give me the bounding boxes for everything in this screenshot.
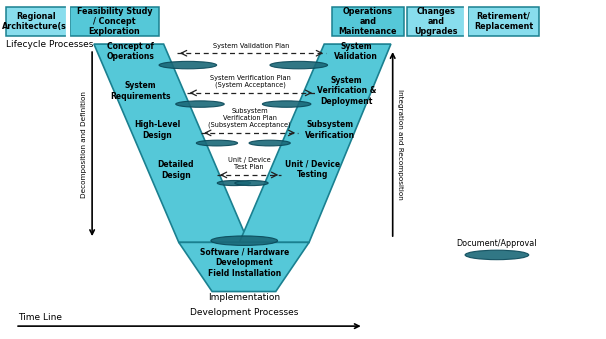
Text: System
Verification &
Deployment: System Verification & Deployment [317,76,376,106]
Polygon shape [179,242,309,292]
FancyBboxPatch shape [407,7,465,36]
Text: Subsystem
Verification: Subsystem Verification [305,120,355,140]
Text: Unit / Device
Test Plan: Unit / Device Test Plan [228,157,270,170]
Text: Integration and Recomposition: Integration and Recomposition [397,89,403,199]
Text: Lifecycle Processes: Lifecycle Processes [6,40,93,49]
Ellipse shape [176,101,224,107]
Text: Decomposition and Definition: Decomposition and Definition [81,91,87,198]
Text: Unit / Device
Testing: Unit / Device Testing [285,160,339,179]
Text: Time Line: Time Line [18,313,62,322]
Ellipse shape [211,236,278,245]
Text: Detailed
Design: Detailed Design [158,160,194,180]
FancyBboxPatch shape [70,7,159,36]
Ellipse shape [249,140,290,146]
Text: Feasibility Study
/ Concept
Exploration: Feasibility Study / Concept Exploration [77,7,152,36]
Text: System
Validation: System Validation [335,42,378,61]
Text: High-Level
Design: High-Level Design [135,120,181,140]
Text: Retirement/
Replacement: Retirement/ Replacement [474,12,533,31]
Ellipse shape [270,61,327,69]
Text: Implementation: Implementation [208,293,281,302]
Text: Changes
and
Upgrades: Changes and Upgrades [415,7,458,36]
Ellipse shape [465,250,528,260]
FancyBboxPatch shape [6,7,67,36]
Text: Document/Approval: Document/Approval [457,239,537,248]
Text: Regional
Architecture(s): Regional Architecture(s) [2,12,71,31]
Ellipse shape [235,180,268,186]
Ellipse shape [262,101,311,107]
Polygon shape [94,44,248,242]
Text: Development Processes: Development Processes [190,308,298,317]
Text: Concept of
Operations: Concept of Operations [106,42,155,61]
Text: Subsystem
Verification Plan
(Subsystem Acceptance): Subsystem Verification Plan (Subsystem A… [208,108,291,128]
Ellipse shape [196,140,238,146]
Ellipse shape [159,61,217,69]
Text: Software / Hardware
Development
Field Installation: Software / Hardware Development Field In… [199,248,289,278]
FancyBboxPatch shape [468,7,539,36]
FancyBboxPatch shape [332,7,404,36]
Ellipse shape [217,180,251,186]
Polygon shape [239,44,391,242]
Text: System Validation Plan: System Validation Plan [213,43,290,49]
Text: System Verification Plan
(System Acceptance): System Verification Plan (System Accepta… [210,75,291,88]
Text: Operations
and
Maintenance: Operations and Maintenance [339,7,397,36]
Text: System
Requirements: System Requirements [110,81,171,101]
